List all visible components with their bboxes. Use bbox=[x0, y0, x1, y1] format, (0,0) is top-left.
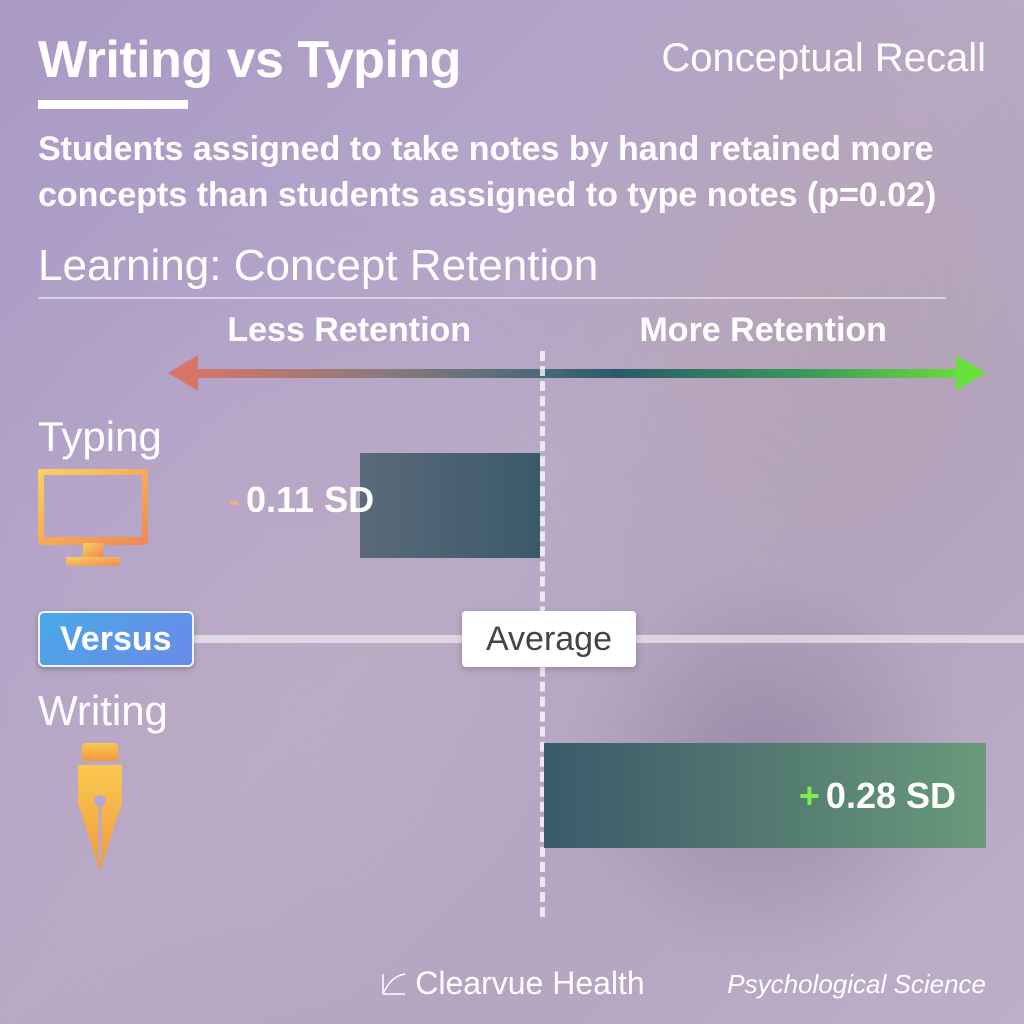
axis-left-label: Less Retention bbox=[38, 311, 540, 350]
value-sign-typing: - bbox=[228, 479, 240, 520]
value-typing: -0.11 SD bbox=[228, 479, 374, 521]
axis-divider-line bbox=[38, 297, 946, 299]
item-label-writing: Writing bbox=[38, 687, 168, 735]
chart-area: Less Retention More Retention Typing -0. bbox=[38, 297, 986, 937]
arrow-right-head-icon bbox=[956, 355, 986, 391]
value-writing: +0.28 SD bbox=[799, 775, 956, 817]
arrow-gradient-line bbox=[190, 369, 964, 378]
header-row: Writing vs Typing Conceptual Recall bbox=[38, 30, 986, 127]
pen-icon bbox=[70, 743, 130, 873]
average-badge: Average bbox=[462, 611, 636, 667]
corner-subtitle: Conceptual Recall bbox=[661, 36, 986, 81]
bar-typing bbox=[360, 453, 540, 558]
axis-right-label: More Retention bbox=[540, 311, 986, 350]
versus-badge: Versus bbox=[38, 611, 194, 667]
title-block: Writing vs Typing bbox=[38, 30, 461, 127]
axis-labels-row: Less Retention More Retention bbox=[38, 311, 986, 350]
description-text: Students assigned to take notes by hand … bbox=[38, 127, 986, 219]
mid-row: Versus Average bbox=[38, 611, 1024, 667]
monitor-icon bbox=[38, 469, 148, 569]
value-sign-writing: + bbox=[799, 775, 820, 816]
chart-title: Learning: Concept Retention bbox=[38, 241, 986, 291]
value-text-writing: 0.28 SD bbox=[826, 775, 956, 816]
brand: Clearvue Health bbox=[379, 965, 644, 1002]
item-label-typing: Typing bbox=[38, 413, 162, 461]
brand-logo-icon bbox=[379, 968, 409, 998]
value-text-typing: 0.11 SD bbox=[246, 479, 374, 520]
title-underline bbox=[38, 100, 188, 109]
gradient-arrow bbox=[168, 355, 986, 391]
page-title: Writing vs Typing bbox=[38, 30, 461, 90]
content-root: Writing vs Typing Conceptual Recall Stud… bbox=[0, 0, 1024, 1024]
brand-text: Clearvue Health bbox=[415, 965, 644, 1002]
source-citation: Psychological Science bbox=[727, 969, 986, 1000]
